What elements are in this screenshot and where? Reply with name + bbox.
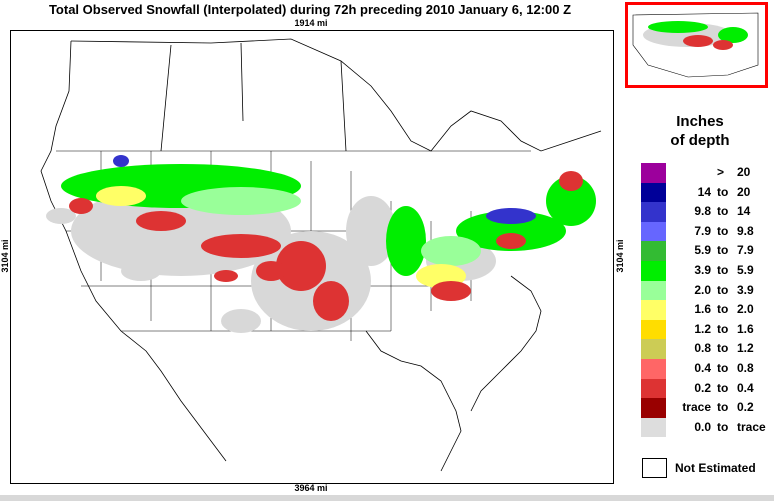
legend-range-low: 0.2 xyxy=(694,380,711,395)
legend-range-sep: to xyxy=(717,419,729,434)
legend-swatch xyxy=(641,202,666,222)
legend-swatch xyxy=(641,163,666,183)
legend-swatch xyxy=(641,241,666,261)
legend-range-high: 20 xyxy=(737,165,751,179)
overview-inset-map[interactable] xyxy=(625,2,768,88)
legend-item: 1.6 to 2.0 xyxy=(641,300,771,320)
legend-swatch xyxy=(641,300,666,320)
legend-range-sep: to xyxy=(717,282,729,297)
legend-range-high: trace xyxy=(737,419,766,434)
legend-item: 2.0 to 3.9 xyxy=(641,280,771,301)
legend-range-sep: to xyxy=(717,360,729,375)
legend-item: 14 to 20 xyxy=(641,182,771,203)
legend-range-low: 7.9 xyxy=(694,223,711,238)
not-estimated-swatch xyxy=(642,458,667,478)
legend-item: 0.0 to trace xyxy=(641,417,771,438)
legend: >20 14 to 20 9.8 to 14 7.9 to 9.8 5.9 to 7.9 3.9 to 5.9… xyxy=(641,163,771,438)
legend-range-high: 7.9 xyxy=(737,243,754,258)
legend-item: 0.8 to 1.2 xyxy=(641,339,771,359)
snow-light-areas xyxy=(69,171,583,321)
legend-range-sep: to xyxy=(717,380,729,395)
legend-range-low: 2.0 xyxy=(694,282,711,297)
legend-swatch xyxy=(641,221,666,242)
legend-range-sep: to xyxy=(717,243,729,258)
snow-heavy-areas xyxy=(113,155,536,224)
legend-item: 1.2 to 1.6 xyxy=(641,319,771,340)
legend-item: 7.9 to 9.8 xyxy=(641,221,771,242)
legend-item: trace to 0.2 xyxy=(641,398,771,418)
legend-range-sep: to xyxy=(717,400,729,415)
legend-range-low: 3.9 xyxy=(694,262,711,277)
map-title: Total Observed Snowfall (Interpolated) d… xyxy=(48,2,572,17)
legend-item: 3.9 to 5.9 xyxy=(641,260,771,281)
legend-range-low: 0.4 xyxy=(694,360,711,375)
legend-range-low: 1.6 xyxy=(694,302,711,317)
legend-range-high: 20 xyxy=(737,184,751,199)
legend-swatch xyxy=(641,398,666,418)
legend-swatch xyxy=(641,358,666,379)
legend-swatch xyxy=(641,182,666,203)
legend-range-high: 9.8 xyxy=(737,223,754,238)
snow-2-areas xyxy=(181,187,481,266)
legend-range-high: 0.4 xyxy=(737,380,754,395)
legend-item: >20 xyxy=(641,163,771,183)
legend-title-line2: of depth xyxy=(670,132,730,149)
legend-range-low: 1.2 xyxy=(694,321,711,336)
legend-range-high: 0.8 xyxy=(737,360,754,375)
legend-swatch xyxy=(641,260,666,281)
legend-title: Inches of depth xyxy=(630,112,770,150)
legend-title-line1: Inches xyxy=(676,113,724,130)
legend-range-sep: to xyxy=(717,204,729,219)
legend-range-sep: to xyxy=(717,341,729,356)
map-width-label: 1914 mi xyxy=(294,18,328,28)
map-length-label: 3964 mi xyxy=(294,483,328,493)
scrollbar[interactable] xyxy=(0,495,774,501)
inset-svg xyxy=(632,12,759,78)
legend-item: 0.4 to 0.8 xyxy=(641,358,771,379)
legend-range-sep: to xyxy=(717,262,729,277)
legend-swatch xyxy=(641,280,666,301)
legend-range-high: 5.9 xyxy=(737,262,754,277)
legend-range-low: trace xyxy=(682,400,711,415)
legend-range-low: 0.0 xyxy=(694,419,711,434)
legend-range-sep: > xyxy=(717,165,725,179)
legend-item: 0.2 to 0.4 xyxy=(641,378,771,399)
legend-range-sep: to xyxy=(717,223,729,238)
legend-range-low: 5.9 xyxy=(694,243,711,258)
legend-range-low: 14 xyxy=(697,184,711,199)
snowfall-map[interactable] xyxy=(10,30,614,484)
legend-range-low: 0.8 xyxy=(694,341,711,356)
map-height-label-left: 3104 mi xyxy=(0,239,10,273)
legend-range-high: 14 xyxy=(737,204,751,219)
legend-swatch xyxy=(641,378,666,399)
legend-range-sep: to xyxy=(717,184,729,199)
legend-item: 5.9 to 7.9 xyxy=(641,241,771,261)
legend-range-high: 2.0 xyxy=(737,302,754,317)
legend-range-low: 9.8 xyxy=(694,204,711,219)
map-height-label-right: 3104 mi xyxy=(615,239,625,273)
legend-item: 9.8 to 14 xyxy=(641,202,771,222)
legend-swatch xyxy=(641,339,666,359)
legend-range-high: 0.2 xyxy=(737,400,754,415)
legend-range-sep: to xyxy=(717,302,729,317)
snowfall-map-svg xyxy=(40,38,602,472)
legend-range-high: 1.6 xyxy=(737,321,754,336)
legend-swatch xyxy=(641,417,666,438)
legend-swatch xyxy=(641,319,666,340)
legend-range-high: 1.2 xyxy=(737,341,754,356)
legend-range-sep: to xyxy=(717,321,729,336)
not-estimated-label: Not Estimated xyxy=(675,461,756,475)
legend-range-high: 3.9 xyxy=(737,282,754,297)
